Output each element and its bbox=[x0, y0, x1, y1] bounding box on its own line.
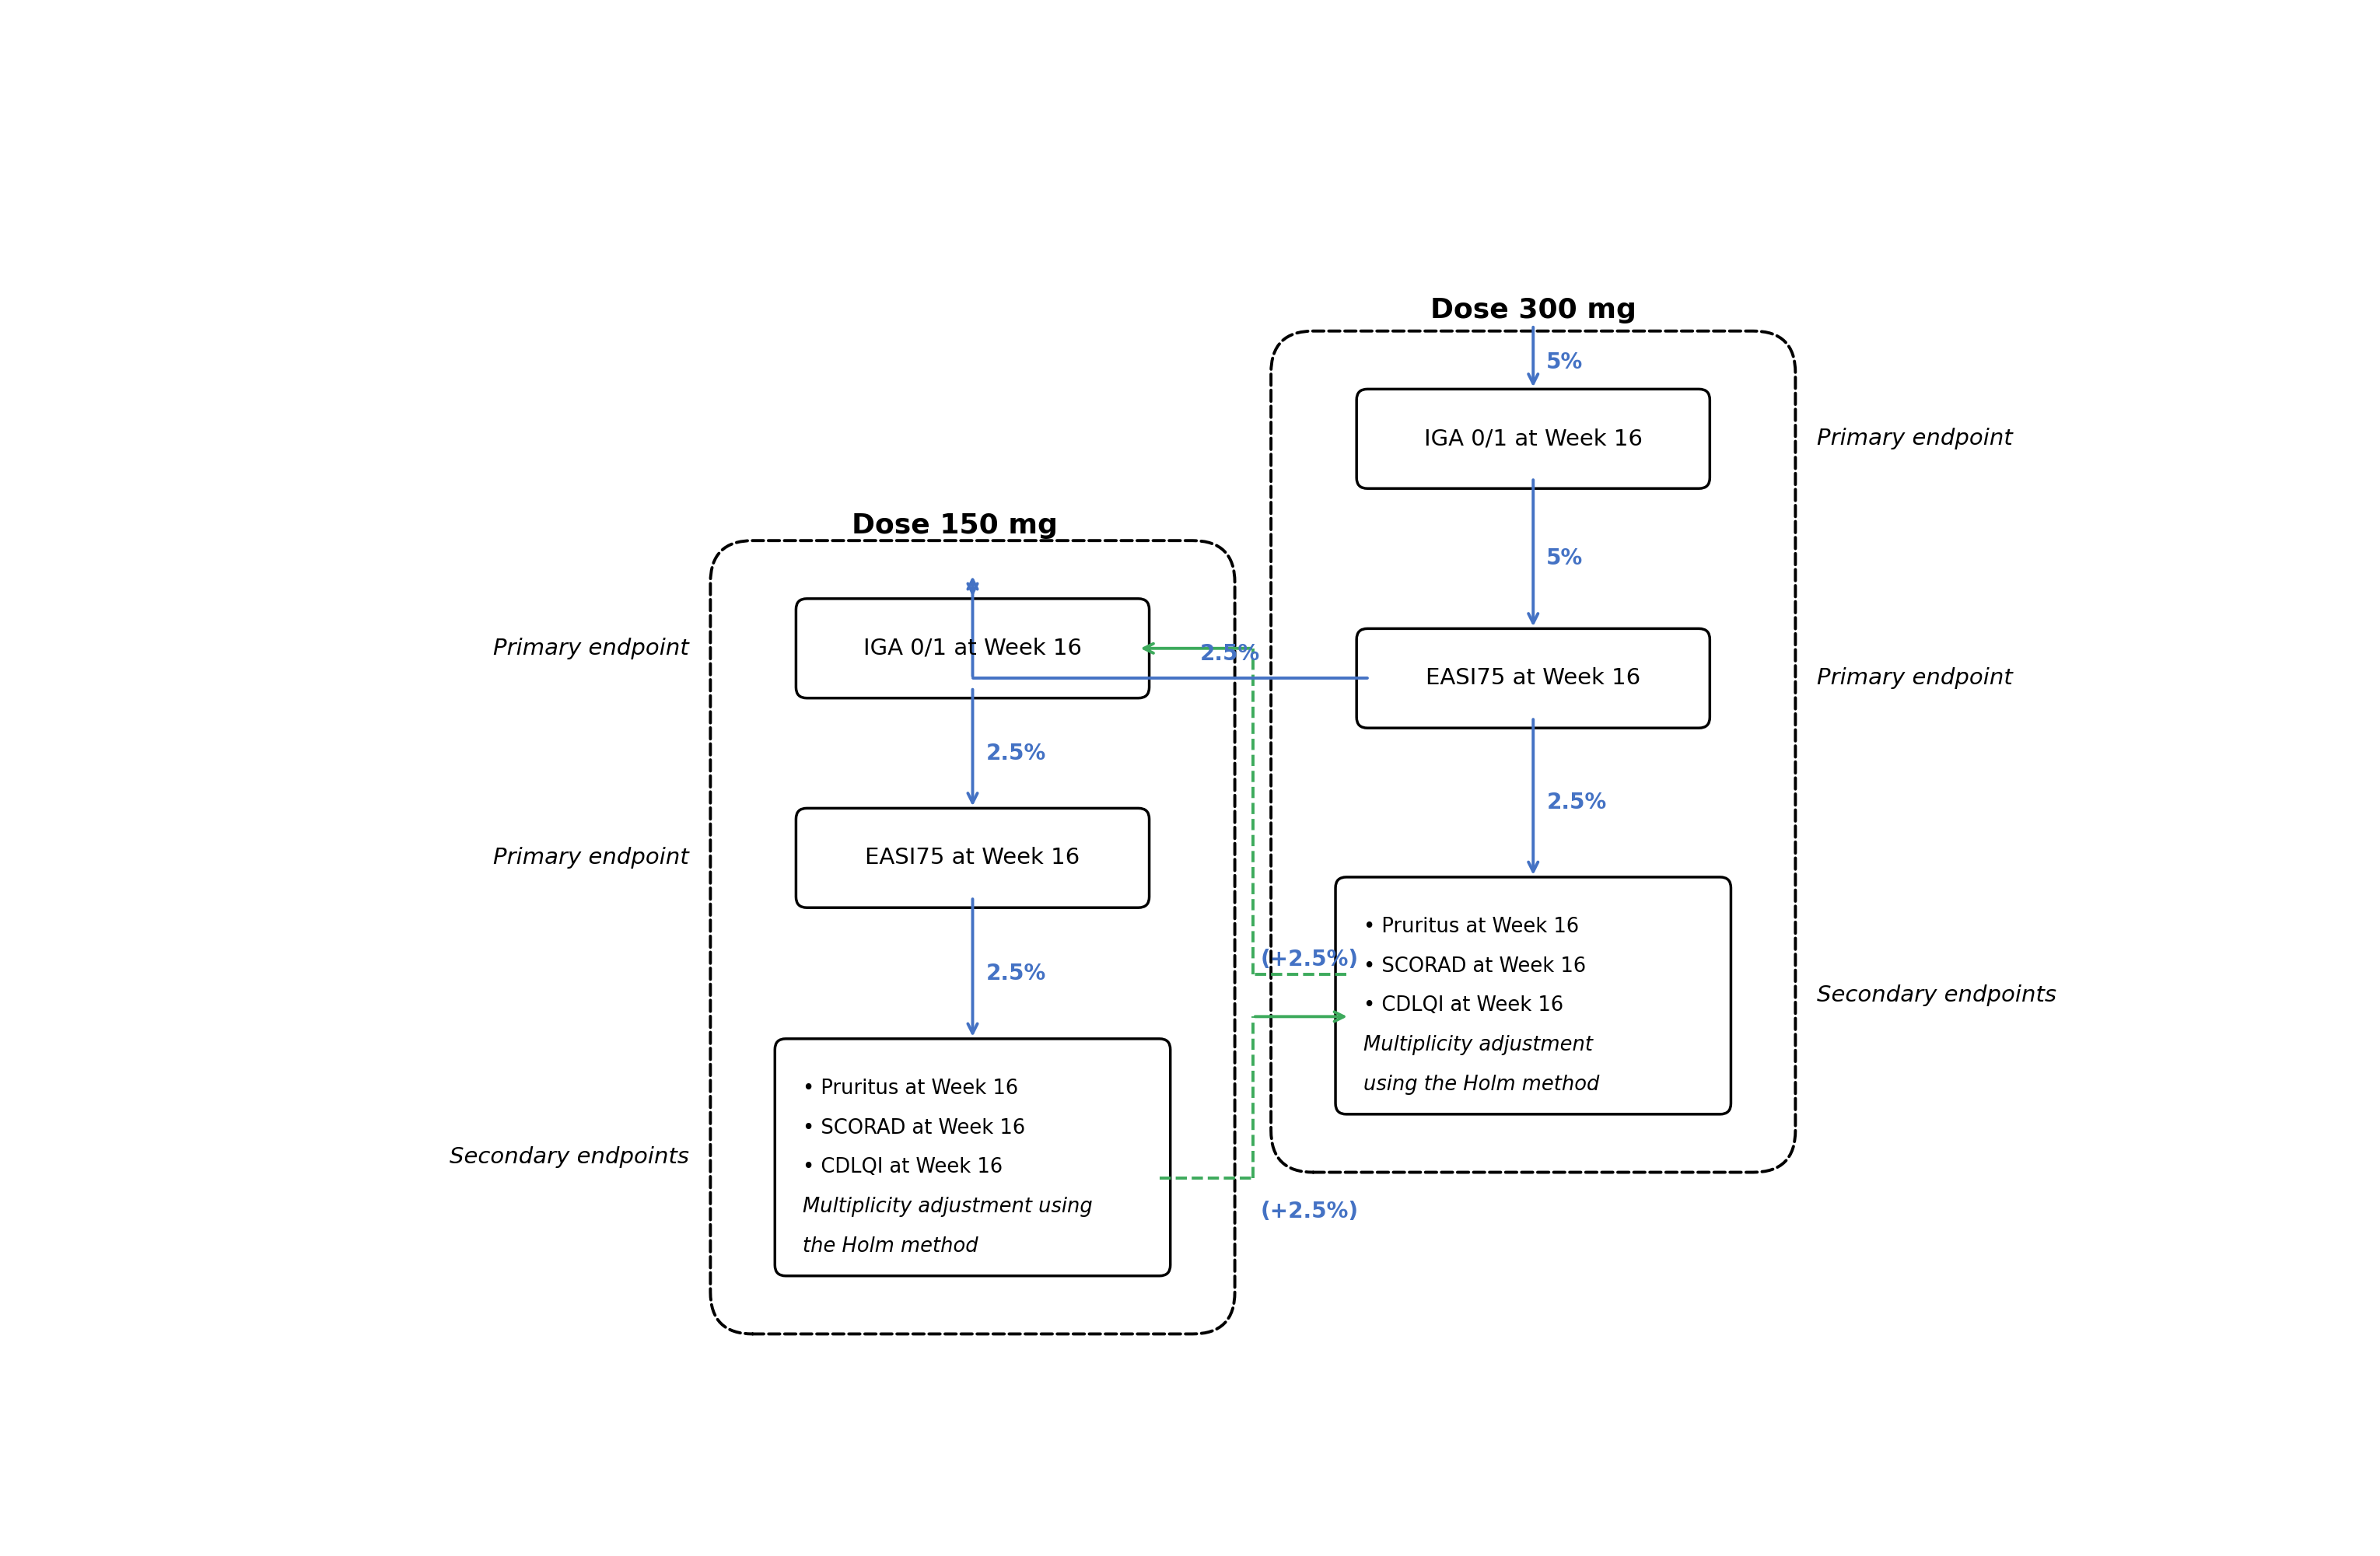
Text: the Holm method: the Holm method bbox=[802, 1237, 978, 1257]
Text: • CDLQI at Week 16: • CDLQI at Week 16 bbox=[802, 1158, 1002, 1178]
Text: (+2.5%): (+2.5%) bbox=[1259, 949, 1359, 971]
Text: Dose 300 mg: Dose 300 mg bbox=[1430, 297, 1635, 324]
FancyBboxPatch shape bbox=[795, 599, 1150, 699]
FancyBboxPatch shape bbox=[1357, 629, 1709, 728]
Text: EASI75 at Week 16: EASI75 at Week 16 bbox=[866, 846, 1081, 868]
FancyBboxPatch shape bbox=[776, 1039, 1171, 1276]
FancyBboxPatch shape bbox=[795, 808, 1150, 907]
Text: Dose 150 mg: Dose 150 mg bbox=[852, 512, 1057, 538]
Text: Primary endpoint: Primary endpoint bbox=[493, 638, 690, 660]
Text: Multiplicity adjustment using: Multiplicity adjustment using bbox=[802, 1197, 1092, 1217]
Text: Primary endpoint: Primary endpoint bbox=[493, 846, 690, 868]
Text: IGA 0/1 at Week 16: IGA 0/1 at Week 16 bbox=[864, 638, 1083, 660]
Text: 2.5%: 2.5% bbox=[985, 962, 1045, 983]
Text: 5%: 5% bbox=[1547, 352, 1583, 373]
Text: IGA 0/1 at Week 16: IGA 0/1 at Week 16 bbox=[1423, 428, 1642, 450]
Text: • CDLQI at Week 16: • CDLQI at Week 16 bbox=[1364, 996, 1564, 1016]
FancyBboxPatch shape bbox=[1357, 389, 1709, 489]
Text: • SCORAD at Week 16: • SCORAD at Week 16 bbox=[1364, 957, 1585, 977]
Text: (+2.5%): (+2.5%) bbox=[1259, 1200, 1359, 1221]
Text: 2.5%: 2.5% bbox=[1200, 643, 1261, 664]
Text: using the Holm method: using the Holm method bbox=[1364, 1075, 1599, 1095]
Text: Primary endpoint: Primary endpoint bbox=[1816, 428, 2013, 450]
Text: 2.5%: 2.5% bbox=[1547, 792, 1606, 814]
Text: • SCORAD at Week 16: • SCORAD at Week 16 bbox=[802, 1117, 1026, 1137]
Text: EASI75 at Week 16: EASI75 at Week 16 bbox=[1426, 668, 1640, 689]
Text: Multiplicity adjustment: Multiplicity adjustment bbox=[1364, 1035, 1592, 1055]
Text: Secondary endpoints: Secondary endpoints bbox=[1816, 985, 2056, 1007]
Text: • Pruritus at Week 16: • Pruritus at Week 16 bbox=[1364, 916, 1578, 937]
Text: 5%: 5% bbox=[1547, 548, 1583, 569]
FancyBboxPatch shape bbox=[1335, 878, 1730, 1114]
Text: Secondary endpoints: Secondary endpoints bbox=[450, 1147, 690, 1169]
Text: Primary endpoint: Primary endpoint bbox=[1816, 668, 2013, 689]
Text: 2.5%: 2.5% bbox=[985, 742, 1045, 764]
Text: • Pruritus at Week 16: • Pruritus at Week 16 bbox=[802, 1078, 1019, 1099]
